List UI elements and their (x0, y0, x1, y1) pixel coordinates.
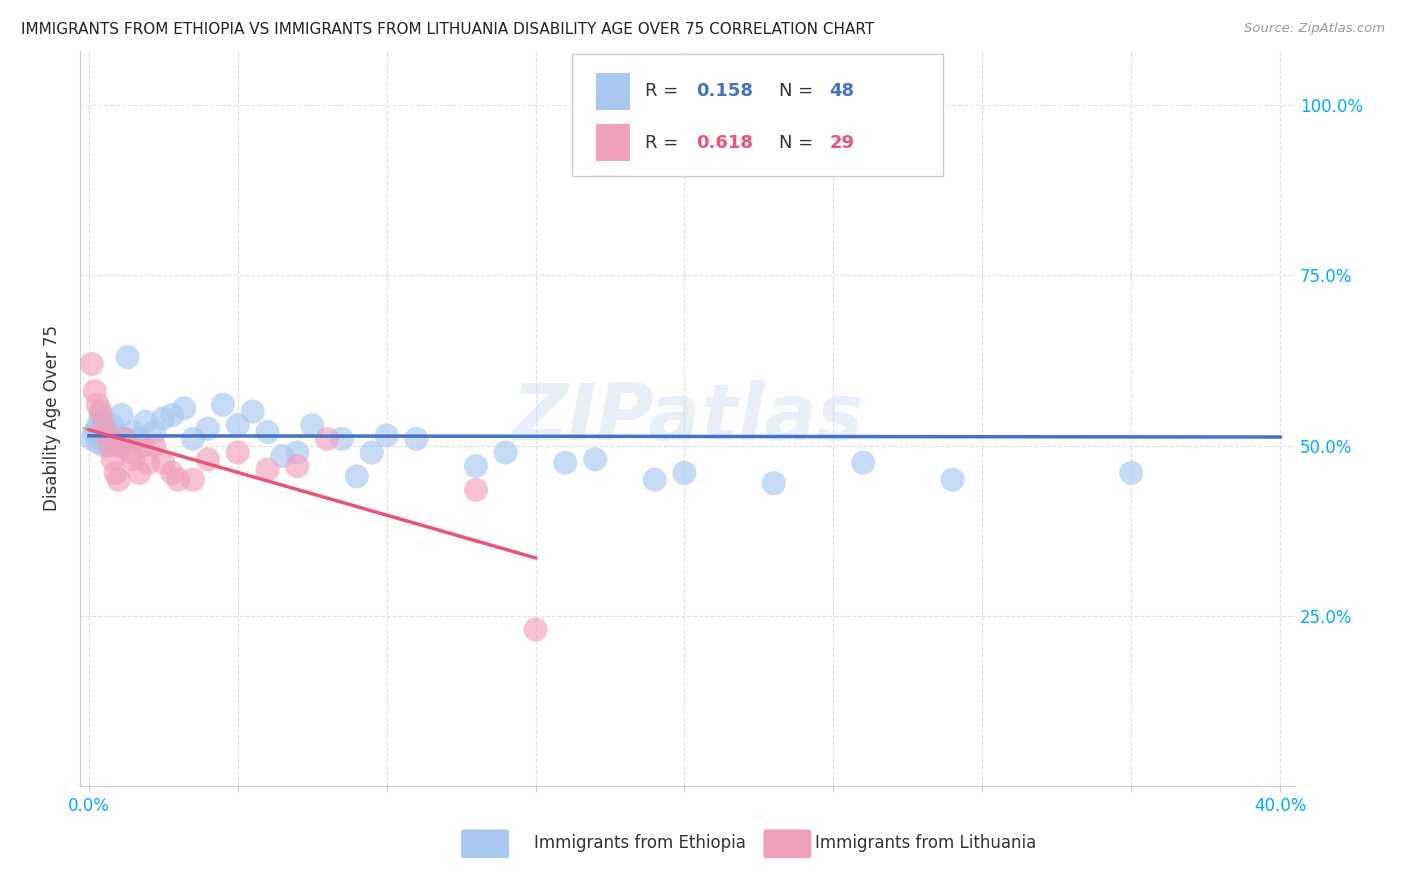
Point (375, 428, 398, 442)
Point (197, 452, 219, 467)
Point (360, 445, 382, 459)
Point (138, 456, 160, 470)
Point (271, 449, 294, 463)
Point (852, 456, 875, 470)
Point (316, 432, 339, 446)
Point (256, 425, 278, 439)
Point (173, 401, 195, 416)
Point (143, 439, 166, 453)
Point (101, 418, 124, 433)
Bar (596, 73, 630, 110)
Point (134, 415, 156, 429)
Point (122, 425, 145, 439)
Point (80, 357, 103, 371)
Point (131, 439, 153, 453)
Text: ZIPatlas: ZIPatlas (512, 380, 863, 457)
Point (211, 398, 233, 412)
Point (110, 408, 132, 422)
Point (465, 483, 488, 497)
Point (122, 452, 145, 467)
Point (90, 408, 112, 422)
Point (152, 456, 174, 470)
Point (644, 473, 666, 487)
Text: 0.158: 0.158 (696, 82, 754, 100)
Point (90, 404, 112, 418)
Point (98, 439, 121, 453)
Point (673, 466, 696, 480)
Text: 48: 48 (830, 82, 855, 100)
Point (101, 452, 124, 467)
Text: Immigrants from Lithuania: Immigrants from Lithuania (815, 834, 1036, 852)
Point (117, 350, 139, 364)
Point (114, 432, 136, 446)
Point (242, 404, 264, 418)
Point (1121, 466, 1143, 480)
Point (107, 473, 129, 487)
Point (83, 425, 105, 439)
Point (87, 418, 110, 433)
Point (285, 445, 308, 459)
Point (93, 415, 115, 429)
Bar (596, 124, 630, 161)
Point (197, 422, 219, 436)
Point (143, 425, 166, 439)
FancyBboxPatch shape (572, 54, 942, 176)
Point (554, 456, 576, 470)
Point (104, 428, 127, 442)
Point (83, 384, 105, 399)
Point (465, 459, 488, 474)
Point (90, 428, 112, 442)
Text: 29: 29 (830, 134, 855, 152)
Point (110, 439, 132, 453)
Text: Immigrants from Ethiopia: Immigrants from Ethiopia (534, 834, 747, 852)
Text: N =: N = (779, 134, 818, 152)
Point (93, 439, 115, 453)
Point (762, 476, 785, 491)
Point (346, 469, 368, 483)
Text: R =: R = (645, 134, 683, 152)
Point (583, 452, 606, 467)
Point (87, 435, 110, 450)
Point (80, 432, 103, 446)
Text: Source: ZipAtlas.com: Source: ZipAtlas.com (1244, 22, 1385, 36)
Point (181, 473, 204, 487)
Point (301, 418, 323, 433)
Y-axis label: Disability Age Over 75: Disability Age Over 75 (44, 326, 60, 511)
Point (256, 462, 278, 476)
Point (96, 428, 118, 442)
Point (128, 432, 150, 446)
Point (160, 466, 183, 480)
Text: N =: N = (779, 82, 818, 100)
Point (167, 473, 190, 487)
Point (96, 432, 118, 446)
Text: R =: R = (645, 82, 683, 100)
Point (941, 473, 963, 487)
Point (152, 411, 174, 425)
Point (107, 439, 129, 453)
Point (120, 445, 142, 459)
Point (114, 432, 136, 446)
Point (181, 432, 204, 446)
Point (226, 445, 249, 459)
Point (285, 459, 308, 474)
Point (87, 398, 110, 412)
Point (104, 466, 127, 480)
Point (128, 466, 150, 480)
Point (495, 445, 517, 459)
Point (93, 418, 115, 433)
Point (330, 432, 353, 446)
Point (160, 408, 183, 422)
Point (524, 623, 547, 637)
Text: 0.618: 0.618 (696, 134, 754, 152)
Point (226, 418, 249, 433)
Text: IMMIGRANTS FROM ETHIOPIA VS IMMIGRANTS FROM LITHUANIA DISABILITY AGE OVER 75 COR: IMMIGRANTS FROM ETHIOPIA VS IMMIGRANTS F… (21, 22, 875, 37)
Point (98, 425, 121, 439)
Point (405, 432, 427, 446)
